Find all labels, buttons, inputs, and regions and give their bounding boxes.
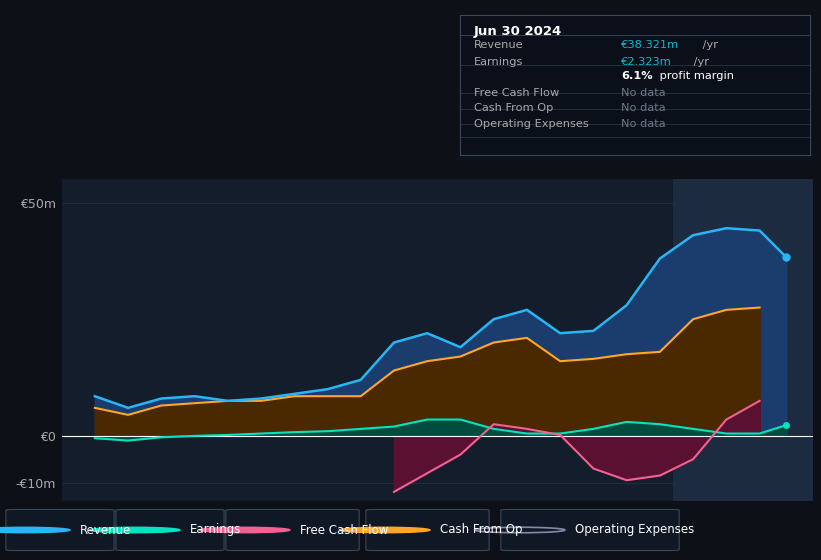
- Text: Free Cash Flow: Free Cash Flow: [300, 524, 388, 536]
- Circle shape: [89, 528, 180, 533]
- Text: Cash From Op: Cash From Op: [440, 524, 522, 536]
- Bar: [673, 179, 813, 501]
- Text: Operating Expenses: Operating Expenses: [575, 524, 694, 536]
- Text: No data: No data: [621, 88, 666, 98]
- Text: No data: No data: [621, 103, 666, 113]
- Text: Earnings: Earnings: [474, 57, 523, 67]
- Text: /yr: /yr: [699, 40, 718, 50]
- FancyBboxPatch shape: [116, 510, 224, 550]
- FancyBboxPatch shape: [6, 510, 114, 550]
- Text: €2.323m: €2.323m: [621, 57, 672, 67]
- Text: No data: No data: [621, 119, 666, 129]
- Text: /yr: /yr: [690, 57, 709, 67]
- FancyBboxPatch shape: [366, 510, 489, 550]
- FancyBboxPatch shape: [226, 510, 359, 550]
- Text: Earnings: Earnings: [190, 524, 241, 536]
- Circle shape: [0, 528, 70, 533]
- Text: profit margin: profit margin: [656, 71, 734, 81]
- Text: Revenue: Revenue: [80, 524, 131, 536]
- Text: €38.321m: €38.321m: [621, 40, 679, 50]
- Text: Free Cash Flow: Free Cash Flow: [474, 88, 559, 98]
- Text: Operating Expenses: Operating Expenses: [474, 119, 589, 129]
- Circle shape: [200, 528, 290, 533]
- FancyBboxPatch shape: [501, 510, 679, 550]
- Text: Jun 30 2024: Jun 30 2024: [474, 25, 562, 38]
- Text: Revenue: Revenue: [474, 40, 524, 50]
- Text: Cash From Op: Cash From Op: [474, 103, 553, 113]
- Text: 6.1%: 6.1%: [621, 71, 653, 81]
- Circle shape: [340, 528, 430, 533]
